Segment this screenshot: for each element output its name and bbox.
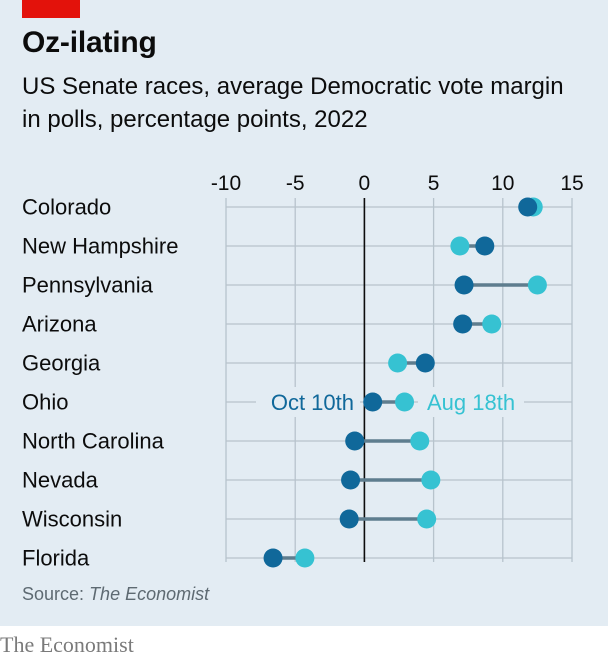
footer-brand: The Economist	[0, 632, 134, 657]
category-label: Georgia	[22, 351, 101, 376]
aug-18th-dot	[527, 275, 547, 295]
oct-10th-dot	[415, 353, 435, 373]
source-note: Source: The Economist	[22, 584, 209, 605]
x-tick-label: 0	[359, 172, 371, 195]
legend-mask-right	[418, 387, 524, 417]
aug-18th-dot	[417, 509, 437, 529]
x-tick-label: 10	[491, 172, 514, 195]
category-label: North Carolina	[22, 429, 165, 454]
aug-18th-dot	[450, 236, 470, 256]
category-label: Pennsylvania	[22, 273, 154, 298]
category-label: Arizona	[22, 312, 97, 337]
legend-label-oct-10th: Oct 10th	[271, 390, 354, 415]
oct-10th-dot	[363, 392, 383, 412]
oct-10th-dot	[453, 314, 473, 334]
source-label: Source:	[22, 584, 85, 604]
x-tick-label: -10	[211, 172, 241, 195]
aug-18th-dot	[421, 470, 441, 490]
chart-subtitle: US Senate races, average Democratic vote…	[22, 73, 564, 133]
aug-18th-dot	[410, 431, 430, 451]
category-label: New Hampshire	[22, 234, 179, 259]
oct-10th-dot	[339, 509, 359, 529]
chart-title: Oz-ilating	[22, 26, 157, 59]
x-tick-label: 5	[428, 172, 440, 195]
oct-10th-dot	[341, 470, 361, 490]
category-label: Florida	[22, 546, 90, 571]
category-label: Nevada	[22, 468, 99, 493]
oct-10th-dot	[518, 197, 538, 217]
oct-10th-dot	[454, 275, 474, 295]
brand-red-tag	[22, 0, 80, 18]
aug-18th-dot	[388, 353, 408, 373]
oct-10th-dot	[475, 236, 495, 256]
oct-10th-dot	[263, 548, 283, 568]
category-label: Ohio	[22, 390, 68, 415]
legend-label-aug-18th: Aug 18th	[427, 390, 515, 415]
chart-panel	[0, 0, 608, 626]
oct-10th-dot	[345, 431, 365, 451]
aug-18th-dot	[482, 314, 502, 334]
category-label: Colorado	[22, 195, 111, 220]
x-tick-label: -5	[286, 172, 305, 195]
category-label: Wisconsin	[22, 507, 122, 532]
legend-mask-left	[256, 387, 360, 417]
x-tick-label: 15	[560, 172, 583, 195]
aug-18th-dot	[395, 392, 415, 412]
source-name: The Economist	[89, 584, 210, 604]
dumbbell-chart: -10 -5 0 5 10 15 Colorado New Hampshire Pennsylv…	[22, 172, 584, 571]
aug-18th-dot	[295, 548, 315, 568]
